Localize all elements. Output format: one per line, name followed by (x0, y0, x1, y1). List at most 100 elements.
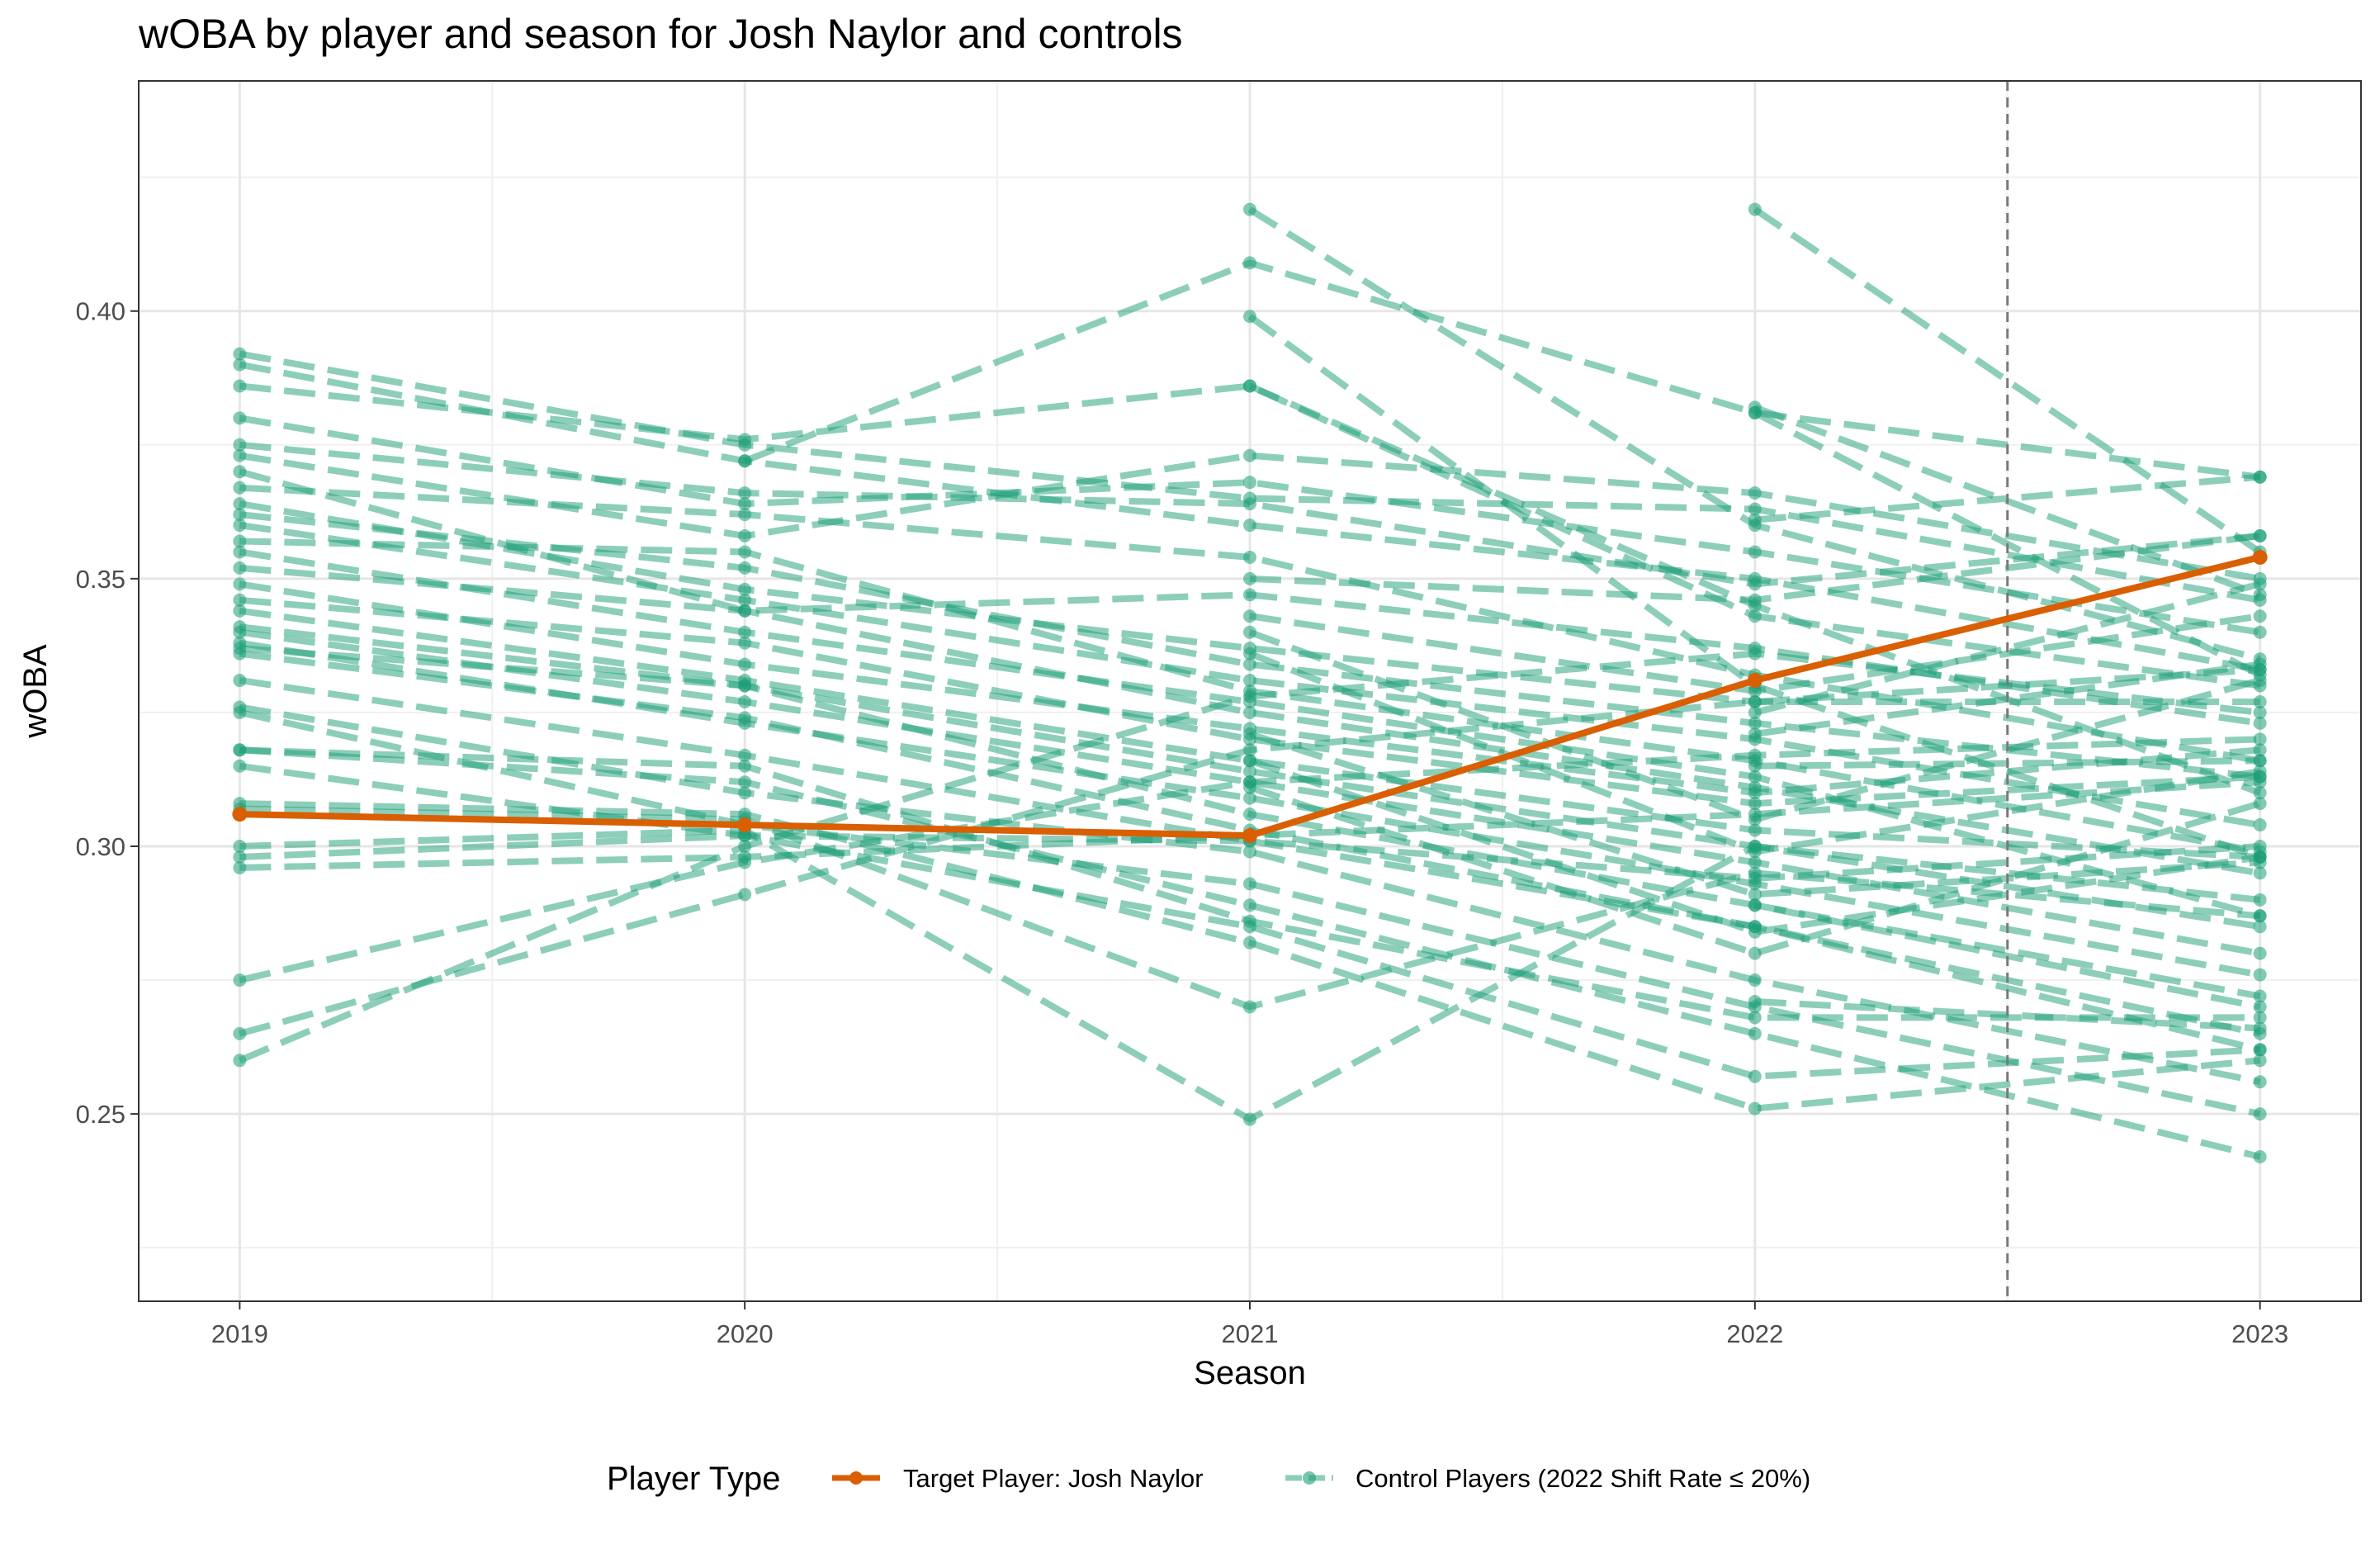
control-player-point (738, 759, 752, 773)
control-player-point (233, 646, 247, 661)
control-player-point (1748, 994, 1762, 1008)
control-player-point (1748, 925, 1762, 939)
x-tick-label: 2019 (211, 1319, 268, 1348)
control-player-point (1748, 973, 1762, 987)
x-axis-title: Season (1194, 1355, 1306, 1391)
control-player-point (1748, 797, 1762, 811)
control-player-point (2253, 470, 2267, 484)
control-player-point (2253, 609, 2267, 623)
control-player-point (1243, 202, 1256, 216)
legend-title: Player Type (607, 1461, 781, 1497)
control-player-point (233, 860, 247, 874)
control-player-point (2253, 593, 2267, 607)
control-player-point (738, 786, 752, 800)
control-player-line-11 (239, 441, 2260, 588)
control-player-point (233, 379, 247, 393)
control-player-point (738, 711, 752, 725)
control-player-point (233, 358, 247, 372)
control-player-point (2253, 625, 2267, 639)
control-player-point (2253, 1075, 2267, 1089)
control-player-line-29 (239, 677, 2261, 1054)
legend-key-control-point (1303, 1471, 1316, 1485)
control-player-point (233, 497, 247, 511)
control-player-point (1243, 310, 1256, 324)
control-player-point (2253, 674, 2267, 688)
control-player-point (1748, 513, 1762, 527)
legend-key-target-point (849, 1471, 863, 1485)
control-player-point (2253, 1000, 2267, 1014)
control-player-point (1243, 497, 1256, 511)
control-player-point (1748, 694, 1762, 708)
control-player-point (1243, 609, 1256, 623)
control-player-point (2253, 694, 2267, 708)
control-player-point (1748, 577, 1762, 591)
control-player-point (1748, 609, 1762, 623)
control-player-point (1748, 748, 1762, 762)
control-player-point (738, 888, 752, 902)
control-player-point (233, 1054, 247, 1068)
control-player-line-15 (239, 500, 2260, 705)
control-player-point (1243, 550, 1256, 564)
target-player-point (2252, 549, 2268, 565)
control-player-point (1748, 812, 1762, 826)
control-player-point (1243, 808, 1256, 822)
control-player-line-49 (1248, 757, 2261, 935)
y-axis: 0.25 0.30 0.35 0.40 (76, 297, 139, 1129)
control-player-point (1243, 743, 1256, 757)
control-player-point (1748, 202, 1762, 216)
control-player-point (1243, 845, 1256, 859)
control-player-point (233, 481, 247, 495)
x-tick-label: 2023 (2231, 1319, 2288, 1348)
control-player-point (1748, 1011, 1762, 1025)
control-player-point (233, 561, 247, 575)
control-player-point (233, 973, 247, 987)
control-player-point (2253, 529, 2267, 543)
control-player-point (2253, 716, 2267, 730)
control-player-point (1243, 935, 1256, 950)
control-player-point (2253, 818, 2267, 832)
control-player-point (1748, 502, 1762, 516)
control-player-point (1748, 593, 1762, 607)
control-player-point (1748, 823, 1762, 837)
control-player-point (1748, 770, 1762, 784)
control-player-point (738, 839, 752, 853)
control-player-line-23 (239, 607, 2260, 860)
control-player-point (233, 705, 247, 719)
control-player-point (1748, 759, 1762, 773)
control-player-point (2253, 1011, 2267, 1025)
control-player-line-21 (239, 580, 2260, 797)
control-player-point (1243, 877, 1256, 891)
control-player-line-53 (1754, 661, 2261, 737)
control-player-point (738, 486, 752, 500)
control-player-point (1748, 871, 1762, 885)
control-player-point (2253, 866, 2267, 880)
control-player-points (233, 202, 2267, 1163)
control-player-point (738, 657, 752, 671)
control-player-line-24 (239, 623, 2261, 931)
control-player-line-4 (1753, 206, 2262, 555)
control-player-point (738, 433, 752, 447)
control-player-point (233, 674, 247, 688)
control-player-line-22 (239, 596, 2260, 808)
control-player-point (1748, 405, 1762, 419)
control-player-point (1243, 920, 1256, 934)
control-player-point (1243, 1000, 1256, 1014)
control-player-point (2253, 657, 2267, 671)
control-player-point (738, 625, 752, 639)
control-player-point (233, 839, 247, 853)
control-player-point (1243, 657, 1256, 671)
control-player-point (1243, 727, 1256, 741)
control-player-point (1748, 684, 1762, 698)
control-player-point (1748, 646, 1762, 661)
control-player-point (2253, 946, 2267, 960)
control-player-line-25 (239, 628, 2261, 957)
x-tick-label: 2021 (1222, 1319, 1279, 1348)
y-tick-label: 0.40 (76, 297, 125, 326)
legend-item-control: Control Players (2022 Shift Rate ≤ 20%) (1285, 1464, 1810, 1493)
control-player-line-30 (239, 703, 2261, 1086)
control-player-point (1243, 1112, 1256, 1126)
control-player-point (1243, 674, 1256, 688)
control-player-point (233, 465, 247, 479)
control-player-point (1243, 476, 1256, 490)
